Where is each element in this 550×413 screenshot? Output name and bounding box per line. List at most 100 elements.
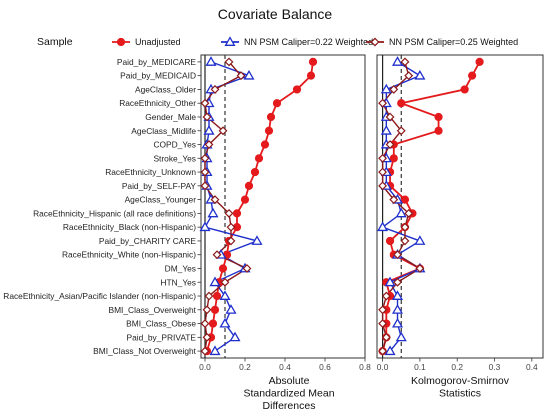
point-s1 [380, 125, 392, 135]
point-s0 [475, 57, 484, 66]
point-s2 [220, 277, 230, 287]
category-label: Gender_Male [145, 112, 196, 122]
point-s2 [381, 291, 391, 301]
point-s2 [218, 126, 228, 136]
point-s1 [391, 304, 404, 314]
x-tick-label: 0.1 [414, 362, 426, 372]
point-s2 [224, 57, 234, 67]
point-s2 [378, 153, 388, 163]
point-s2 [224, 208, 234, 218]
point-s0 [397, 99, 406, 108]
chart-title: Covariate Balance [218, 6, 333, 22]
category-label: RaceEthnicity_Asian/Pacific Islander (no… [3, 291, 196, 301]
point-s2 [393, 277, 402, 287]
point-s2 [378, 167, 388, 177]
point-s0 [208, 319, 218, 328]
category-label: Paid_by_MEDICAID [120, 71, 196, 81]
point-s1 [395, 331, 407, 342]
point-s2 [200, 153, 210, 163]
series-line-2 [204, 61, 249, 352]
category-label: Paid_by_CHARITY CARE [99, 236, 197, 246]
x-axis-label-line: Absolute [269, 375, 310, 387]
point-s2 [378, 346, 388, 356]
panel-frame [200, 54, 366, 359]
legend: Sample Unadjusted NN PSM Caliper=0.22 Weig… [37, 36, 518, 48]
point-s2 [202, 332, 212, 342]
category-label: RaceEthnicity_Other [119, 98, 196, 108]
legend-entry-2: NN PSM Caliper=0.25 Weighted [389, 37, 518, 47]
point-s2 [381, 332, 391, 342]
legend-title: Sample [37, 36, 73, 48]
x-axis-label-line: Standardized Mean [243, 388, 334, 400]
point-s2 [212, 250, 222, 260]
point-s0 [218, 264, 228, 273]
point-s2 [236, 71, 246, 81]
point-s2 [200, 181, 210, 191]
point-s2 [210, 84, 220, 94]
point-s1 [395, 207, 407, 218]
point-s0 [292, 85, 302, 94]
point-s2 [400, 236, 410, 246]
point-s1 [207, 207, 219, 218]
point-s2 [202, 112, 212, 122]
category-label: AgeClass_Midlife [131, 126, 196, 136]
x-tick-label: 0.4 [279, 362, 291, 372]
point-s1 [380, 83, 392, 94]
series-line-0 [206, 61, 314, 352]
category-label: Paid_by_MEDICARE [117, 57, 197, 67]
point-s0 [240, 195, 250, 204]
category-label: COPD_Yes [153, 140, 196, 150]
point-s0 [434, 126, 443, 135]
point-s1 [229, 331, 241, 342]
point-s1 [384, 276, 396, 287]
point-s1 [414, 235, 426, 245]
point-s0 [244, 181, 254, 190]
category-label: RaceEthnicity_Hispanic (all race definit… [33, 208, 196, 218]
point-s1 [205, 56, 217, 66]
x-tick-label: 0.2 [239, 362, 251, 372]
category-label: RaceEthnicity_Black (non-Hispanic) [63, 222, 196, 232]
point-s1 [243, 69, 255, 80]
category-label: AgeClass_Older [135, 84, 196, 94]
x-tick-label: 0.8 [359, 362, 371, 372]
legend-entry-1: NN PSM Caliper=0.22 Weighted [244, 37, 373, 47]
category-label: DM_Yes [165, 263, 196, 273]
point-s1 [251, 235, 263, 245]
point-s0 [400, 195, 410, 204]
point-s2 [400, 57, 410, 67]
point-s0 [389, 154, 398, 163]
point-s2 [200, 319, 210, 329]
point-s1 [225, 304, 237, 314]
point-s2 [400, 222, 410, 232]
point-s1 [414, 69, 426, 80]
point-s2 [404, 71, 414, 81]
point-s2 [204, 140, 214, 149]
point-s2 [200, 346, 210, 356]
x-axis-label: Kolmogorov-Smirnov Statistics [411, 375, 510, 400]
point-s0 [210, 305, 220, 314]
point-s2 [385, 140, 395, 149]
point-s2 [200, 167, 210, 177]
x-tick-label: 0.2 [451, 362, 463, 372]
point-s0 [254, 154, 264, 163]
point-s2 [378, 305, 388, 315]
point-s2 [378, 319, 388, 329]
category-label: BMI_Class_Obese [126, 319, 196, 329]
legend-marker-0 [116, 37, 126, 47]
point-s2 [389, 195, 399, 205]
point-s0 [212, 291, 222, 301]
legend-entry-0: Unadjusted [135, 37, 181, 47]
point-s2 [200, 98, 210, 108]
point-s2 [393, 250, 402, 260]
point-s0 [264, 126, 274, 135]
x-axis-label-line: Statistics [439, 388, 481, 400]
point-s2 [226, 222, 236, 232]
point-s1 [199, 221, 211, 232]
legend-marker-2 [370, 37, 380, 47]
x-tick-label: 0.6 [319, 362, 331, 372]
legend-marker-1 [224, 36, 236, 46]
point-s1 [209, 345, 221, 356]
point-s1 [219, 317, 231, 328]
category-label: AgeClass_Younger [125, 195, 197, 205]
